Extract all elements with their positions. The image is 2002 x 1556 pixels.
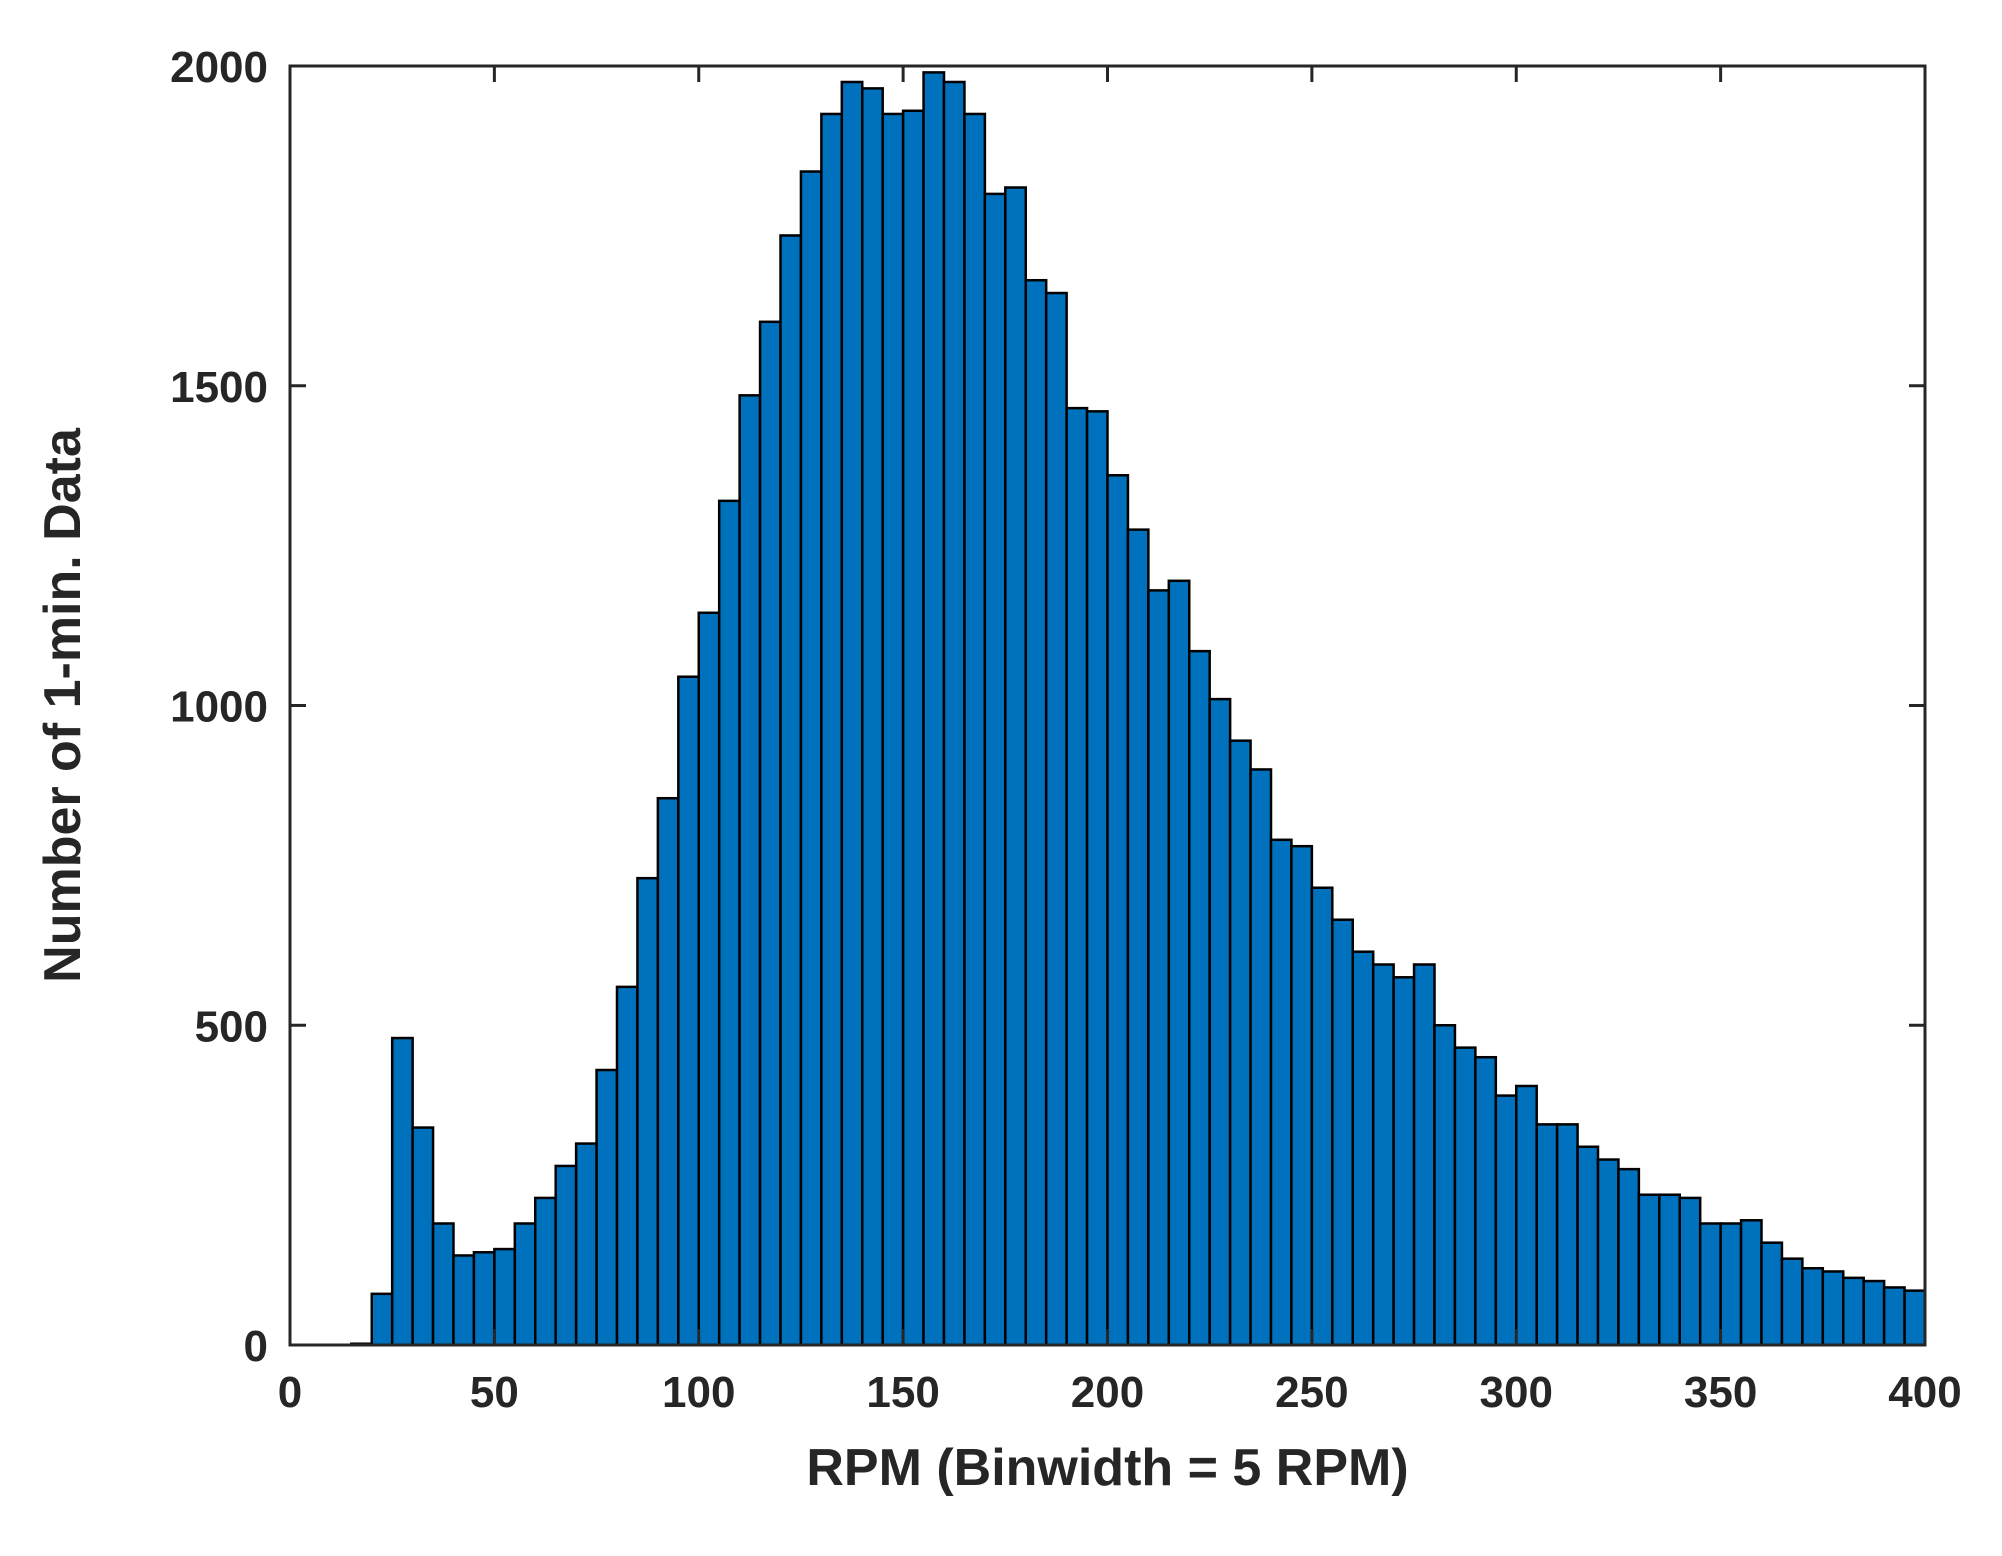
histogram-bar xyxy=(1024,278,1048,1347)
histogram-bar xyxy=(1208,697,1232,1347)
histogram-bar xyxy=(1249,768,1273,1347)
histogram-bar xyxy=(615,985,639,1347)
histogram-bar xyxy=(1719,1222,1743,1347)
histogram-bar xyxy=(1739,1219,1763,1347)
histogram-bar xyxy=(1310,886,1334,1347)
bars-layer xyxy=(350,71,1927,1347)
histogram-bar xyxy=(901,109,925,1347)
histogram-bar xyxy=(1658,1193,1681,1347)
histogram-bar xyxy=(656,796,680,1347)
histogram-bar xyxy=(1842,1276,1865,1347)
x-axis-label: RPM (Binwidth = 5 RPM) xyxy=(806,1439,1408,1497)
histogram-bar xyxy=(1637,1193,1661,1347)
histogram-bar xyxy=(1903,1289,1927,1347)
labels-layer: 0 50 100 150 200 250 300 350 400 0 500 1000 1500 2000 xyxy=(170,43,1962,1417)
histogram-bar xyxy=(963,112,987,1347)
histogram-bar xyxy=(534,1196,557,1347)
histogram-bar xyxy=(1044,291,1068,1347)
histogram-bar xyxy=(1453,1046,1477,1347)
y-tick-label: 0 xyxy=(244,1322,268,1371)
histogram-bar xyxy=(861,87,884,1347)
histogram-bar xyxy=(452,1254,476,1347)
histogram-bar xyxy=(881,112,905,1347)
histogram-bar xyxy=(1351,950,1375,1347)
x-tick-label: 50 xyxy=(470,1368,519,1417)
histogram-bar xyxy=(472,1251,496,1347)
histogram-bar xyxy=(1412,963,1436,1347)
histogram-bar xyxy=(574,1142,598,1347)
y-tick-label: 1000 xyxy=(170,683,268,732)
histogram-bar xyxy=(513,1222,537,1347)
histogram-bar xyxy=(1698,1222,1722,1347)
histogram-bar xyxy=(1596,1158,1620,1347)
histogram-bar xyxy=(1269,838,1293,1347)
x-tick-label: 200 xyxy=(1071,1368,1144,1417)
histogram-bar xyxy=(1576,1145,1600,1347)
histogram-bar xyxy=(1617,1167,1641,1347)
histogram-bar xyxy=(1188,649,1211,1347)
histogram-bar xyxy=(1167,579,1191,1347)
x-tick-label: 400 xyxy=(1888,1368,1961,1417)
histogram-bar xyxy=(1371,963,1395,1347)
y-tick-label: 1500 xyxy=(170,363,268,412)
histogram-bar xyxy=(1228,739,1252,1347)
histogram-bar xyxy=(370,1292,394,1347)
histogram-bar xyxy=(983,192,1007,1347)
x-tick-label: 0 xyxy=(278,1368,302,1417)
histogram-bar xyxy=(942,80,966,1347)
histogram-bar xyxy=(1862,1279,1886,1347)
histogram-bar xyxy=(1126,528,1150,1347)
histogram-bar xyxy=(595,1068,619,1347)
histogram-bar xyxy=(1147,589,1171,1347)
histogram-bar xyxy=(1882,1286,1906,1347)
histogram-bar xyxy=(1515,1084,1538,1347)
histogram-bar xyxy=(411,1126,435,1347)
histogram-bar xyxy=(1780,1257,1804,1347)
histogram-bar xyxy=(1331,918,1354,1347)
histogram-bar xyxy=(1392,976,1416,1347)
x-tick-label: 350 xyxy=(1684,1368,1757,1417)
histogram-bar xyxy=(840,80,864,1347)
histogram-bar xyxy=(431,1222,455,1347)
histogram-bar xyxy=(1801,1267,1825,1347)
x-tick-label: 250 xyxy=(1275,1368,1348,1417)
ticks-layer xyxy=(288,64,1927,1347)
histogram-bar xyxy=(697,611,721,1347)
histogram-bar xyxy=(1474,1055,1498,1347)
histogram-bar xyxy=(1494,1094,1518,1347)
histogram-bar xyxy=(1760,1241,1784,1347)
histogram-bar xyxy=(1065,406,1089,1347)
histogram-bar xyxy=(738,394,762,1347)
x-tick-label: 150 xyxy=(866,1368,939,1417)
histogram-bar xyxy=(717,499,741,1347)
histogram-bar xyxy=(636,876,660,1347)
y-tick-label: 500 xyxy=(195,1002,268,1051)
histogram-bar xyxy=(1555,1123,1579,1347)
histogram-bar xyxy=(758,320,782,1347)
histogram-bar xyxy=(1004,186,1027,1347)
histogram-bar xyxy=(1821,1270,1845,1347)
histogram-bar xyxy=(677,675,700,1347)
histogram-bar xyxy=(922,71,946,1347)
y-tick-label: 2000 xyxy=(170,43,268,92)
histogram-bar xyxy=(1678,1196,1702,1347)
histogram-bar xyxy=(799,170,823,1347)
histogram-bar xyxy=(820,112,844,1347)
histogram-bar xyxy=(390,1036,414,1347)
histogram-bar xyxy=(554,1164,578,1347)
histogram-bar xyxy=(1106,474,1130,1347)
histogram-bar xyxy=(493,1247,517,1347)
histogram-bar xyxy=(1085,410,1109,1347)
x-tick-label: 100 xyxy=(662,1368,735,1417)
histogram-bar xyxy=(779,234,803,1347)
y-axis-label: Number of 1-min. Data xyxy=(34,427,92,983)
histogram-bar xyxy=(1290,844,1314,1347)
histogram-bar xyxy=(1535,1123,1559,1347)
x-tick-label: 300 xyxy=(1480,1368,1553,1417)
histogram-bar xyxy=(1433,1024,1457,1347)
